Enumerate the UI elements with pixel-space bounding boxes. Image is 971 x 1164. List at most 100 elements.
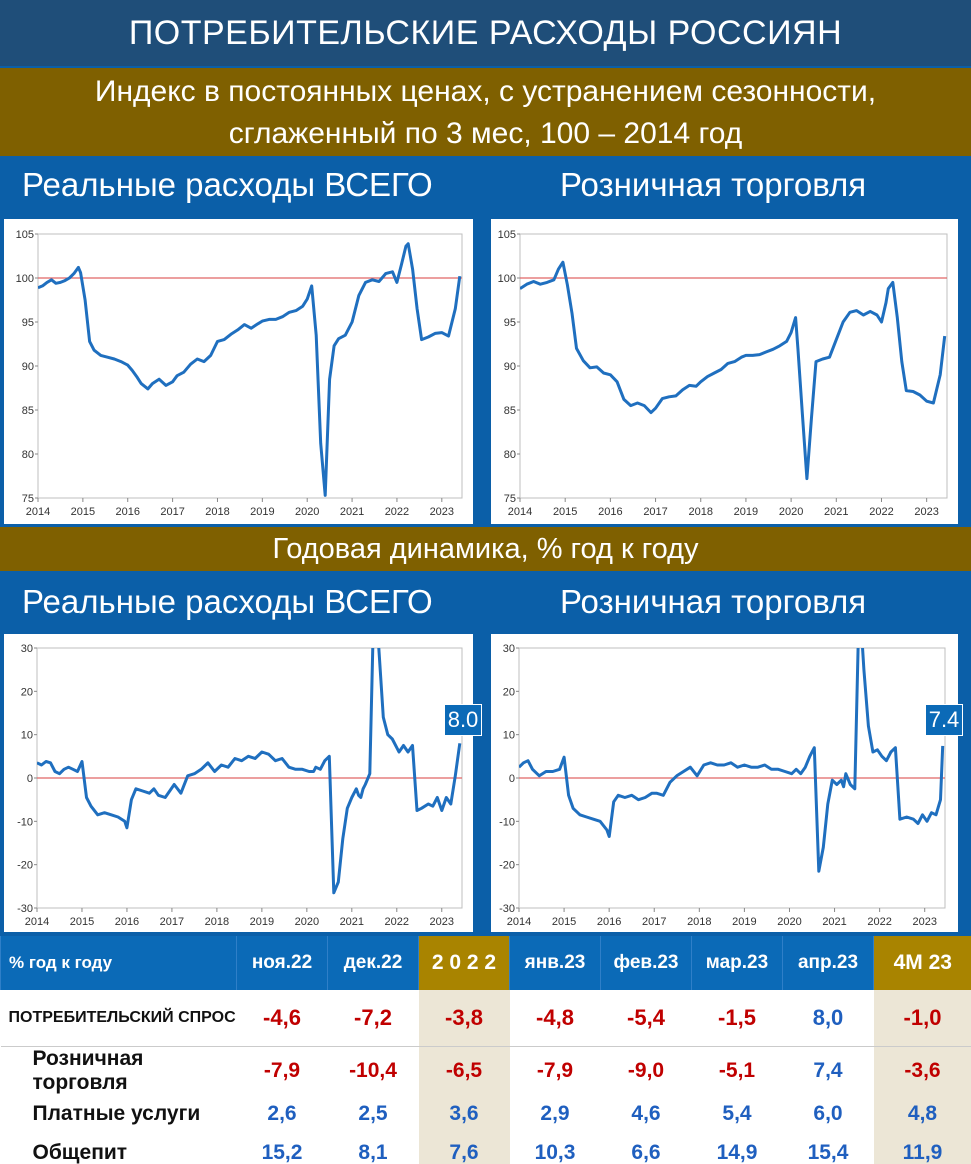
- x-tick-label: 2016: [115, 506, 139, 518]
- y-tick-label: 80: [22, 449, 34, 461]
- chart-yoy-retail: -30 -20 -10 0 10 20 30 2014 2015 2016 2017 2018 2019…: [491, 634, 963, 932]
- x-tick-label: 2020: [295, 916, 319, 928]
- x-tick-label: 2021: [824, 506, 848, 518]
- table-row: Платные услуги 2,6 2,5 3,6 2,9 4,6 5,4 6,0 4,8: [1, 1094, 971, 1134]
- x-tick-label: 2018: [687, 916, 711, 928]
- series-line: [38, 242, 462, 497]
- table-cell: -1,0: [873, 990, 971, 1047]
- series-line: [519, 648, 945, 873]
- x-tick-label: 2017: [160, 506, 184, 518]
- x-tick-label: 2016: [598, 506, 622, 518]
- subtitle-line-2: сглаженный по 3 мес, 100 – 2014 год: [228, 117, 743, 150]
- table-cell: 6,6: [631, 1141, 661, 1164]
- panel-title-total-yoy: Реальные расходы ВСЕГО: [22, 583, 433, 620]
- x-tick-label: 2021: [822, 916, 846, 928]
- chart-yoy-retail-svg: -30 -20 -10 0 10 20 30 2014 2015 2016 2017 2018 2019…: [499, 643, 946, 928]
- table-cell: -7,9: [263, 1058, 301, 1082]
- x-tick-label: 2023: [914, 506, 938, 518]
- x-tick-label: 2018: [205, 916, 229, 928]
- y-tick-label: 95: [504, 317, 516, 329]
- x-tick-label: 2018: [205, 506, 229, 518]
- plot-frame: [519, 233, 948, 499]
- table-cell: -9,0: [627, 1058, 665, 1082]
- panel-title-total: Реальные расходы ВСЕГО: [22, 166, 433, 203]
- y-tick-label: 10: [21, 730, 33, 742]
- x-tick-label: 2019: [732, 916, 756, 928]
- y-tick-label: 0: [27, 773, 33, 785]
- table-row: Розничная торговля -7,9 -10,4 -6,5 -7,9 -9,0 -…: [1, 1046, 971, 1095]
- x-tick-label: 2023: [912, 916, 936, 928]
- table-cell: 2,9: [540, 1102, 570, 1125]
- chart-index-total-svg: 75 80 85 90 95 100 105 2014 2015 2016 2017 2018 2019…: [16, 229, 463, 518]
- table-cell: -4,6: [236, 990, 328, 1047]
- chart-index-total: 75 80 85 90 95 100 105 2014 2015 2016 2017 2018 2019…: [4, 219, 473, 524]
- series-line: [37, 648, 462, 895]
- y-tick-label: 75: [22, 493, 34, 505]
- table-cell: -10,4: [349, 1058, 397, 1082]
- y-tick-label: 105: [498, 229, 516, 241]
- x-tick-label: 2015: [71, 506, 95, 518]
- table-cell: 6,0: [813, 1102, 843, 1125]
- x-tick-label: 2016: [597, 916, 621, 928]
- x-tick-label: 2022: [867, 916, 891, 928]
- table-cell: -6,5: [418, 1046, 510, 1095]
- y-tick-label: 80: [504, 449, 516, 461]
- y-tick-label: 20: [21, 686, 33, 698]
- subtitle: Индекс в постоянных ценах, с устранением…: [0, 68, 971, 156]
- y-tick-label: -10: [499, 816, 515, 828]
- table-cell: 3,6: [418, 1094, 510, 1134]
- y-tick-label: 105: [16, 229, 34, 241]
- x-tick-label: 2017: [642, 916, 666, 928]
- table-header-row: % год к году ноя.22 дек.22 2 0 2 2 янв.23 фев…: [0, 936, 971, 990]
- y-tick-label: 10: [503, 730, 515, 742]
- table-cell: 4,8: [873, 1094, 971, 1134]
- y-tick-label: 85: [504, 405, 516, 417]
- panel-title-retail: Розничная торговля: [560, 166, 867, 203]
- table-cell: 7,4: [813, 1058, 843, 1082]
- table-column-header: 2 0 2 2: [418, 936, 510, 990]
- table-cell: 10,3: [534, 1141, 576, 1164]
- table-cell: -4,8: [509, 990, 601, 1047]
- x-tick-label: 2014: [26, 506, 50, 518]
- x-tick-label: 2023: [430, 916, 454, 928]
- y-tick-label: 0: [509, 773, 515, 785]
- y-tick-label: -30: [17, 903, 33, 915]
- table-cell: 14,9: [716, 1141, 758, 1164]
- table-cell: -7,9: [536, 1058, 574, 1082]
- x-tick-label: 2020: [777, 916, 801, 928]
- table-row: Общепит 15,2 8,1 7,6 10,3 6,6 14,9 15,4 11,9: [1, 1133, 971, 1164]
- table-cell: 5,4: [722, 1102, 752, 1125]
- table-column-header: ноя.22: [236, 936, 328, 990]
- table-column-header: фев.23: [600, 936, 692, 990]
- x-tick-label: 2017: [643, 506, 667, 518]
- y-tick-label: 100: [16, 273, 34, 285]
- latest-value-badge-total: 8.0: [444, 704, 482, 736]
- page-title: ПОТРЕБИТЕЛЬСКИЕ РАСХОДЫ РОССИЯН: [0, 0, 971, 66]
- table-column-header: мар.23: [691, 936, 783, 990]
- y-tick-label: 100: [498, 273, 516, 285]
- table-column-header: апр.23: [782, 936, 874, 990]
- table-row-label: Розничная торговля: [32, 1046, 144, 1094]
- table-row-label: Платные услуги: [32, 1102, 201, 1125]
- x-tick-label: 2018: [688, 506, 712, 518]
- table-row: ПОТРЕБИТЕЛЬСКИЙ СПРОС -4,6 -7,2 -3,8 -4,8 -5,…: [0, 990, 971, 1047]
- table-cell: -3,8: [418, 990, 510, 1047]
- x-tick-label: 2015: [553, 506, 577, 518]
- chart-yoy-total-svg: -30 -20 -10 0 10 20 30 2014 2015 2016 2017 2018 2019…: [17, 643, 463, 928]
- table-cell: 15,4: [807, 1141, 849, 1164]
- table-cell: 8,1: [358, 1141, 388, 1164]
- table-cell: -3,6: [873, 1046, 971, 1095]
- x-tick-label: 2021: [340, 506, 364, 518]
- table-header-label: % год к году: [0, 936, 237, 990]
- x-tick-label: 2014: [25, 916, 49, 928]
- x-tick-label: 2020: [295, 506, 319, 518]
- table-cell: 4,6: [631, 1102, 661, 1125]
- y-tick-label: -30: [499, 903, 515, 915]
- yoy-table: % год к году ноя.22 дек.22 2 0 2 2 янв.23 фев…: [0, 936, 971, 1164]
- table-cell: 15,2: [261, 1141, 303, 1164]
- y-tick-label: 85: [22, 405, 34, 417]
- series-line: [520, 260, 947, 481]
- y-tick-label: 20: [503, 686, 515, 698]
- table-cell: -7,2: [327, 990, 419, 1047]
- table-row-label: Общепит: [32, 1141, 128, 1164]
